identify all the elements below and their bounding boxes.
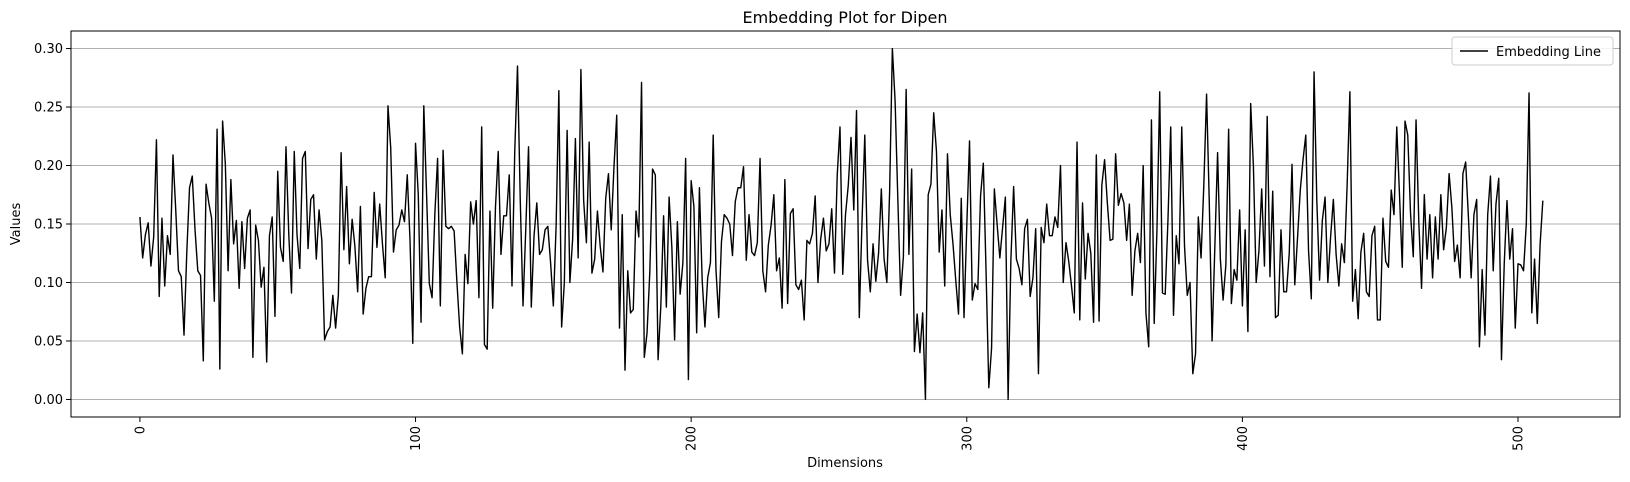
x-tick-label: 500 [1512, 426, 1527, 451]
x-axis-label: Dimensions [807, 456, 883, 471]
embedding-line [139, 47, 1544, 401]
y-tick-label: 0.20 [34, 159, 63, 174]
legend: Embedding Line [1451, 36, 1614, 66]
legend-label: Embedding Line [1496, 45, 1601, 60]
x-tick-label: 300 [960, 426, 975, 451]
x-tick-label: 200 [685, 426, 700, 451]
x-tick-label: 400 [1236, 426, 1251, 451]
y-tick-label: 0.25 [34, 101, 63, 116]
y-tick-label: 0.15 [34, 218, 63, 233]
y-tick-label: 0.10 [34, 276, 63, 291]
y-tick-label: 0.00 [34, 393, 63, 408]
y-tick-label: 0.30 [34, 42, 63, 57]
y-axis-label: Values [9, 203, 24, 246]
chart-title: Embedding Plot for Dipen [742, 8, 947, 27]
x-tick-label: 0 [133, 426, 148, 434]
legend-box [1451, 36, 1614, 66]
y-axis: 0.00 0.05 0.10 0.15 0.20 0.25 0.30 [34, 42, 71, 408]
x-tick-label: 100 [409, 426, 424, 451]
y-tick-label: 0.05 [34, 334, 63, 349]
x-axis: 0 100 200 300 400 500 [133, 417, 1527, 451]
gridlines [71, 48, 1620, 400]
plot-frame [70, 30, 1621, 418]
